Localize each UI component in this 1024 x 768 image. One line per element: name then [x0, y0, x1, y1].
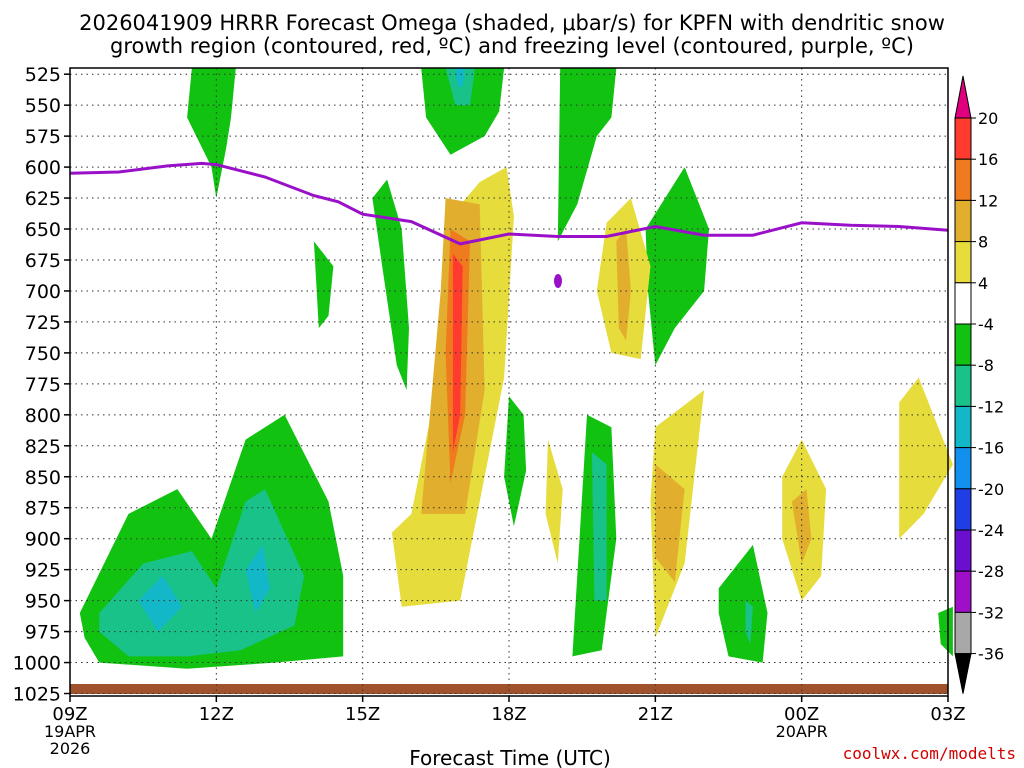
x-axis-label: Forecast Time (UTC): [409, 746, 611, 768]
x-tick-label: 09Z: [52, 704, 87, 725]
grid-lines: [70, 68, 948, 696]
x-tick-label: 18Z: [491, 704, 526, 725]
colorbar-label: 16: [978, 150, 998, 169]
omega-region-9: [372, 179, 409, 391]
chart-title-line1: 2026041909 HRRR Forecast Omega (shaded, …: [79, 11, 945, 35]
omega-region-12: [616, 229, 631, 341]
plot-area: [69, 67, 953, 697]
colorbar-label: 4: [978, 274, 988, 293]
ground-surface: [70, 684, 948, 694]
y-tick-label: 550: [25, 95, 61, 117]
colorbar-label: -20: [978, 480, 1004, 499]
y-tick-label: 1000: [13, 653, 61, 675]
colorbar-swatch: [954, 364, 972, 407]
colorbar-label: -4: [978, 315, 994, 334]
y-tick-label: 950: [25, 591, 61, 613]
colorbar-swatch: [954, 323, 972, 366]
chart-title-line2: growth region (contoured, red, ºC) and f…: [110, 34, 914, 58]
colorbar-swatch: [954, 529, 972, 572]
omega-region-29: [245, 544, 270, 613]
colorbar-bottom-arrow: [954, 653, 972, 694]
omega-region-10: [645, 167, 709, 366]
y-tick-label: 875: [25, 498, 61, 520]
y-tick-label: 725: [25, 312, 61, 334]
omega-region-8: [452, 253, 463, 452]
y-tick-label: 900: [25, 529, 61, 551]
omega-region-14: [504, 396, 527, 527]
x-tick-date: 20APR: [776, 722, 828, 741]
colorbar: 20 16 12 8 4 -4 -8 -12 -16 -20 -24 -28 -32 -36: [954, 75, 1004, 694]
omega-region-24: [899, 377, 953, 539]
y-tick-label: 825: [25, 436, 61, 458]
y-tick-label: 600: [25, 157, 61, 179]
y-tick-label: 675: [25, 250, 61, 272]
y-tick-label: 775: [25, 374, 61, 396]
x-tick-label: 15Z: [345, 704, 380, 725]
x-tick-label: 12Z: [199, 704, 234, 725]
y-tick-label: 850: [25, 467, 61, 489]
y-tick-label: 575: [25, 126, 61, 148]
x-tick-year: 2026: [50, 739, 91, 758]
y-tick-label: 750: [25, 343, 61, 365]
omega-region-3: [455, 68, 466, 87]
omega-region-4: [557, 68, 617, 242]
x-tick-label: 21Z: [638, 704, 673, 725]
y-tick-label: 800: [25, 405, 61, 427]
colorbar-label: -12: [978, 397, 1004, 416]
colorbar-top-arrow: [954, 75, 972, 119]
colorbar-label: -16: [978, 439, 1004, 458]
y-tick-label: 525: [25, 64, 61, 86]
colorbar-label: 8: [978, 233, 988, 252]
watermark: coolwx.com/modelts: [843, 744, 1016, 763]
colorbar-swatch: [954, 199, 972, 243]
x-tick-label: 03Z: [930, 704, 965, 725]
omega-region-20: [718, 544, 768, 663]
colorbar-swatch: [954, 405, 972, 449]
colorbar-swatch: [954, 447, 972, 490]
colorbar-label: 20: [978, 109, 998, 128]
freezing-level-line: [69, 161, 949, 246]
y-tick-label: 625: [25, 188, 61, 210]
colorbar-label: -36: [978, 645, 1004, 664]
omega-region-0: [187, 68, 236, 199]
colorbar-label: -28: [978, 562, 1004, 581]
omega-region-21: [745, 600, 753, 644]
colorbar-swatch: [954, 570, 972, 613]
colorbar-swatch: [954, 158, 972, 201]
x-tick-date: 19APR: [44, 722, 96, 741]
colorbar-label: 12: [978, 191, 998, 210]
omega-region-19: [655, 464, 685, 582]
omega-region-15: [545, 439, 563, 564]
x-tick-label: 00Z: [784, 704, 819, 725]
colorbar-label: -8: [978, 356, 994, 375]
colorbar-label: -32: [978, 603, 1004, 622]
colorbar-label: -24: [978, 521, 1004, 540]
omega-region-28: [138, 575, 183, 632]
omega-region-17: [591, 452, 607, 601]
colorbar-swatch: [954, 282, 972, 325]
omega-region-13: [313, 241, 334, 329]
y-tick-label: 700: [25, 281, 61, 303]
colorbar-swatch: [954, 611, 972, 655]
y-tick-label: 650: [25, 219, 61, 241]
omega-region-1: [421, 68, 505, 155]
omega-regions: [79, 68, 953, 669]
y-tick-label: 1025: [13, 684, 61, 706]
colorbar-swatch: [954, 241, 972, 284]
colorbar-swatch: [954, 488, 972, 531]
freezing-level-marker: [554, 274, 562, 288]
y-axis: 525 550 575 600 625 650 675 700 725 750 775 800 825 8…: [13, 64, 70, 706]
colorbar-swatch: [954, 117, 972, 160]
y-tick-label: 925: [25, 560, 61, 582]
y-tick-label: 975: [25, 622, 61, 644]
